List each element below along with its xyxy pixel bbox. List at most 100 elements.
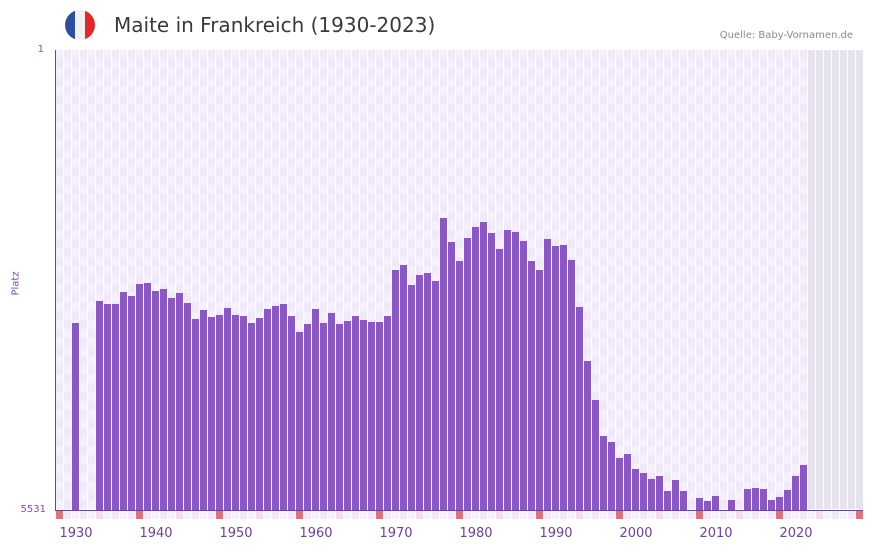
bar-1984[interactable] (504, 230, 511, 510)
bar-1935[interactable] (112, 304, 119, 510)
bar-1942[interactable] (168, 298, 175, 510)
grid-cell (640, 248, 647, 257)
bar-1997[interactable] (608, 442, 615, 510)
bar-2020[interactable] (792, 476, 799, 510)
bar-1958[interactable] (296, 332, 303, 510)
bar-1973[interactable] (416, 275, 423, 510)
bar-1998[interactable] (616, 458, 623, 510)
grid-cell (576, 203, 583, 212)
bar-1983[interactable] (496, 249, 503, 510)
bar-1969[interactable] (384, 316, 391, 510)
grid-cell (776, 275, 783, 284)
bar-2008[interactable] (696, 498, 703, 510)
bar-1995[interactable] (592, 400, 599, 510)
bar-1990[interactable] (552, 246, 559, 510)
bar-1967[interactable] (368, 322, 375, 510)
bar-2010[interactable] (712, 496, 719, 510)
bar-1937[interactable] (128, 296, 135, 510)
bar-1950[interactable] (232, 315, 239, 510)
bar-1994[interactable] (584, 361, 591, 510)
bar-1965[interactable] (352, 316, 359, 510)
bar-1933[interactable] (96, 301, 103, 510)
bar-1940[interactable] (152, 291, 159, 510)
bar-1999[interactable] (624, 454, 631, 510)
bar-1989[interactable] (544, 239, 551, 510)
bar-1991[interactable] (560, 245, 567, 510)
bar-1982[interactable] (488, 233, 495, 510)
bar-1951[interactable] (240, 316, 247, 510)
grid-cell (160, 167, 167, 176)
bar-1949[interactable] (224, 308, 231, 510)
grid-cell (672, 230, 679, 239)
grid-cell (216, 284, 223, 293)
bar-1948[interactable] (216, 315, 223, 510)
bar-1939[interactable] (144, 283, 151, 510)
bar-2017[interactable] (768, 500, 775, 510)
bar-1996[interactable] (600, 436, 607, 510)
bar-1934[interactable] (104, 304, 111, 510)
bar-2016[interactable] (760, 489, 767, 510)
grid-cell (448, 50, 455, 59)
bar-2002[interactable] (648, 479, 655, 510)
bar-1953[interactable] (256, 318, 263, 510)
bar-1986[interactable] (520, 241, 527, 510)
grid-cell (432, 131, 439, 140)
grid-cell (728, 230, 735, 239)
bar-1974[interactable] (424, 273, 431, 510)
bar-1947[interactable] (208, 317, 215, 510)
bar-1966[interactable] (360, 320, 367, 510)
bar-1976[interactable] (440, 218, 447, 510)
bar-1961[interactable] (320, 323, 327, 510)
bar-1968[interactable] (376, 322, 383, 510)
bar-2012[interactable] (728, 500, 735, 510)
bar-2000[interactable] (632, 468, 639, 510)
bar-1963[interactable] (336, 324, 343, 510)
bar-1952[interactable] (248, 323, 255, 510)
bar-1981[interactable] (480, 222, 487, 510)
bar-1978[interactable] (456, 261, 463, 510)
bar-1938[interactable] (136, 284, 143, 510)
grid-cell (312, 68, 319, 77)
bar-1987[interactable] (528, 261, 535, 510)
bar-1945[interactable] (192, 319, 199, 510)
bar-1943[interactable] (176, 293, 183, 510)
bar-2004[interactable] (664, 491, 671, 510)
bar-2015[interactable] (752, 488, 759, 510)
bar-1972[interactable] (408, 285, 415, 510)
bar-1954[interactable] (264, 309, 271, 510)
bar-1960[interactable] (312, 309, 319, 510)
bar-2001[interactable] (640, 473, 647, 510)
bar-2021[interactable] (800, 465, 807, 510)
bar-1988[interactable] (536, 270, 543, 510)
bar-1956[interactable] (280, 304, 287, 510)
bar-2003[interactable] (656, 476, 663, 510)
bar-1992[interactable] (568, 260, 575, 510)
bar-1975[interactable] (432, 281, 439, 510)
bar-1964[interactable] (344, 321, 351, 510)
bar-2009[interactable] (704, 501, 711, 510)
bar-1985[interactable] (512, 232, 519, 510)
bar-1946[interactable] (200, 310, 207, 510)
bar-1980[interactable] (472, 227, 479, 510)
bar-1970[interactable] (392, 270, 399, 510)
bar-1977[interactable] (448, 242, 455, 510)
bar-2006[interactable] (680, 491, 687, 510)
bar-2018[interactable] (776, 497, 783, 510)
bar-1941[interactable] (160, 289, 167, 510)
bar-2019[interactable] (784, 490, 791, 510)
bar-2005[interactable] (672, 480, 679, 510)
bar-1993[interactable] (576, 307, 583, 510)
grid-cell (800, 356, 807, 365)
bar-1930[interactable] (72, 323, 79, 510)
grid-cell (784, 401, 791, 410)
grid-cell (456, 185, 463, 194)
bar-1936[interactable] (120, 292, 127, 510)
bar-1944[interactable] (184, 303, 191, 510)
bar-1971[interactable] (400, 265, 407, 510)
bar-1957[interactable] (288, 316, 295, 510)
bar-1959[interactable] (304, 324, 311, 510)
bar-2014[interactable] (744, 489, 751, 510)
bar-1962[interactable] (328, 313, 335, 510)
bar-1979[interactable] (464, 238, 471, 510)
bar-1955[interactable] (272, 306, 279, 510)
